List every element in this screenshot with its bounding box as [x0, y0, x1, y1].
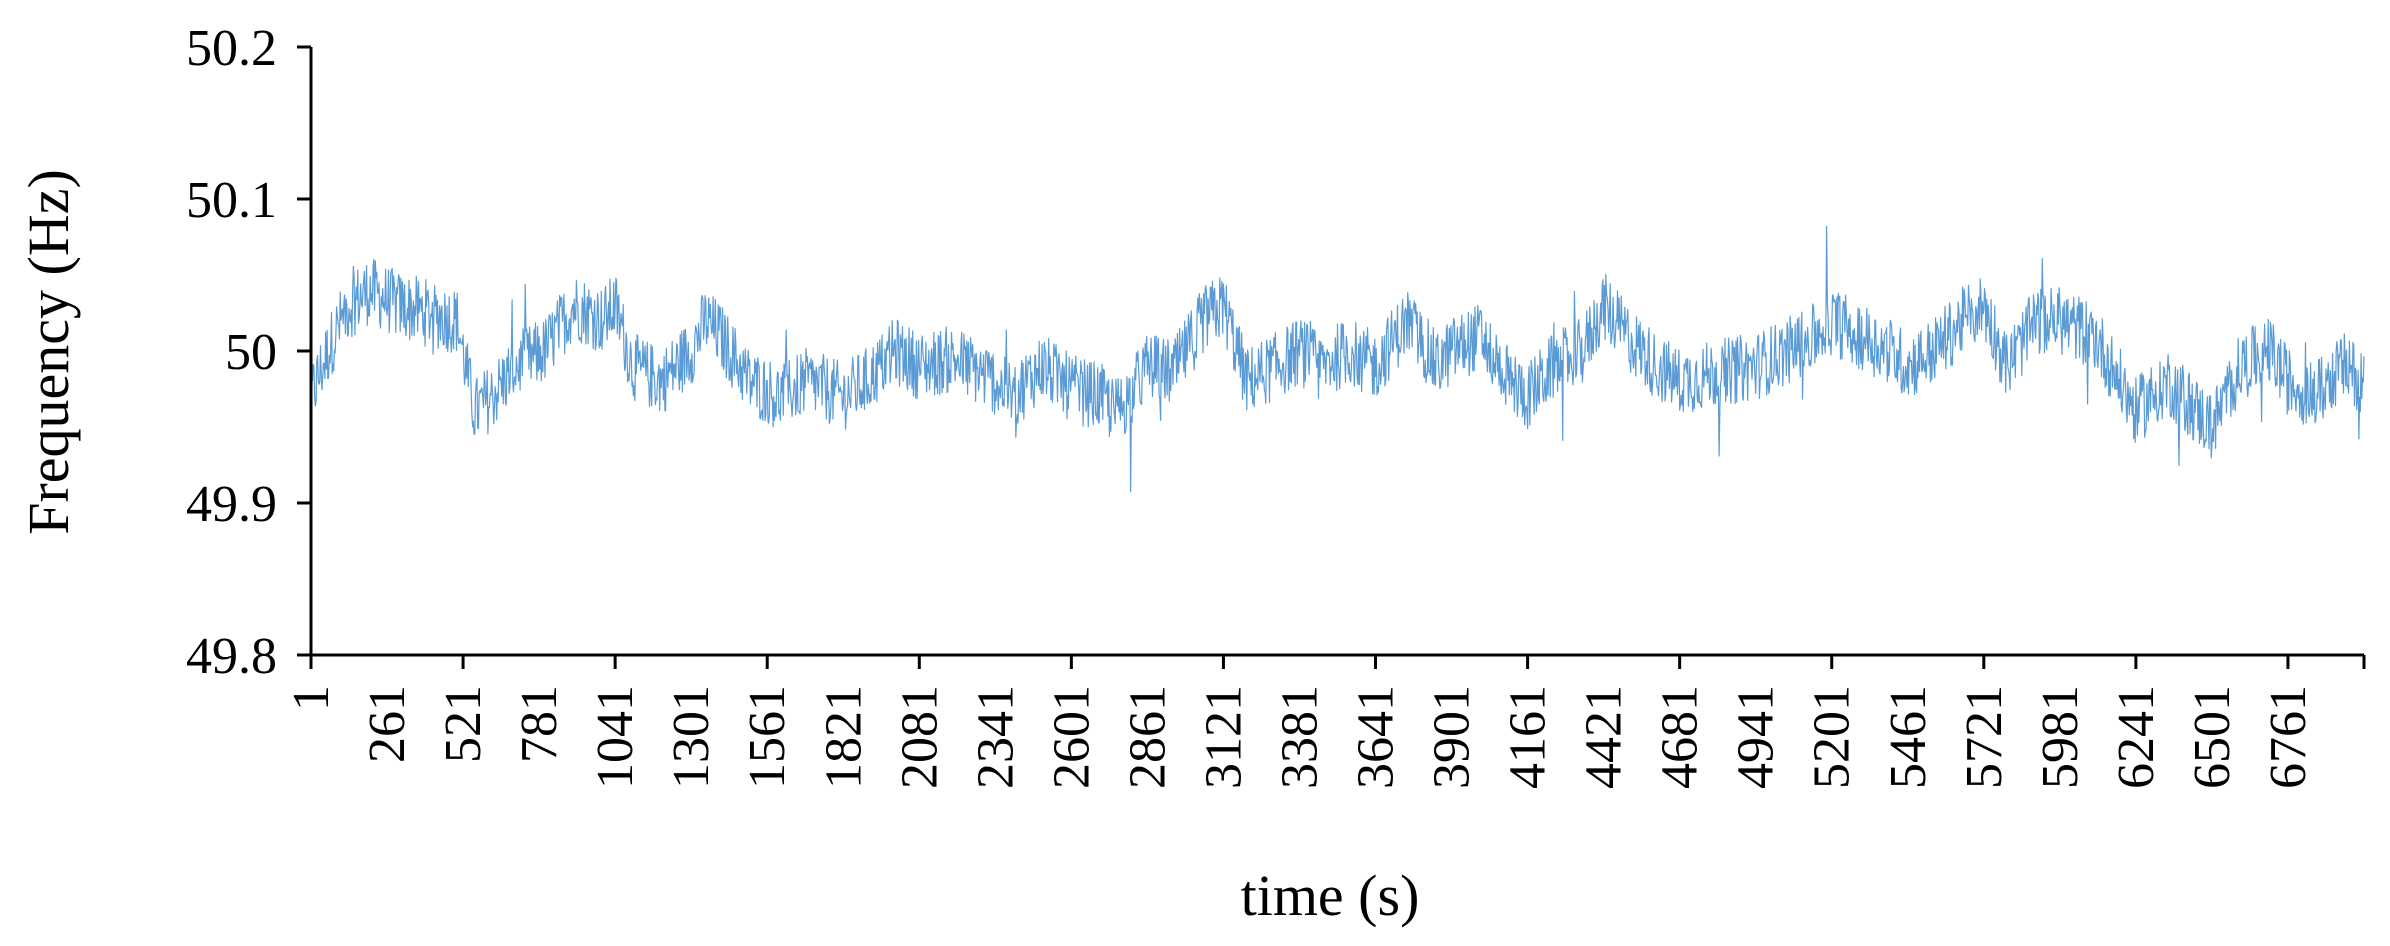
x-tick-label: 3901 [1424, 685, 1481, 789]
x-tick-label: 1301 [663, 685, 720, 789]
x-tick-label: 4681 [1652, 685, 1709, 789]
y-tick-label: 49.8 [186, 628, 277, 685]
x-tick-label: 1561 [739, 685, 796, 789]
x-tick-label: 3381 [1271, 685, 1328, 789]
x-tick-label: 261 [359, 685, 416, 763]
x-tick-label: 521 [435, 685, 492, 763]
x-tick-label: 5981 [2032, 685, 2089, 789]
x-tick-label: 6761 [2260, 685, 2317, 789]
y-tick-label: 50 [225, 324, 277, 381]
x-tick-label: 4941 [1728, 685, 1785, 789]
x-tick-label: 1041 [587, 685, 644, 789]
x-tick-label: 3641 [1348, 685, 1405, 789]
frequency-series-line [310, 225, 2365, 493]
x-tick-label: 2341 [967, 685, 1024, 789]
x-tick-label: 6501 [2184, 685, 2241, 789]
x-tick-label: 5201 [1804, 685, 1861, 789]
x-tick-label: 4421 [1576, 685, 1633, 789]
x-tick-label: 4161 [1500, 685, 1557, 789]
x-tick-label: 1 [283, 685, 340, 711]
y-tick-label: 49.9 [186, 476, 277, 533]
x-tick-label: 2601 [1043, 685, 1100, 789]
x-tick-label: 781 [511, 685, 568, 763]
x-axis-ticks: 1 261 521 781 1041 1301 1561 1821 2081 2341 2601 28… [283, 655, 2366, 789]
x-tick-label: 5461 [1880, 685, 1937, 789]
x-tick-label: 3121 [1195, 685, 1252, 789]
x-tick-label: 1821 [815, 685, 872, 789]
x-tick-label: 2081 [891, 685, 948, 789]
plot-area [310, 225, 2365, 493]
x-axis-label: time (s) [1241, 863, 1420, 928]
x-tick-label: 2861 [1119, 685, 1176, 789]
y-axis-ticks: 49.8 49.9 50 50.1 50.2 [186, 20, 311, 685]
y-tick-label: 50.1 [186, 172, 277, 229]
y-tick-label: 50.2 [186, 20, 277, 77]
x-tick-label: 5721 [1956, 685, 2013, 789]
x-tick-label: 6241 [2108, 685, 2165, 789]
y-axis-label: Frequency (Hz) [16, 169, 81, 535]
